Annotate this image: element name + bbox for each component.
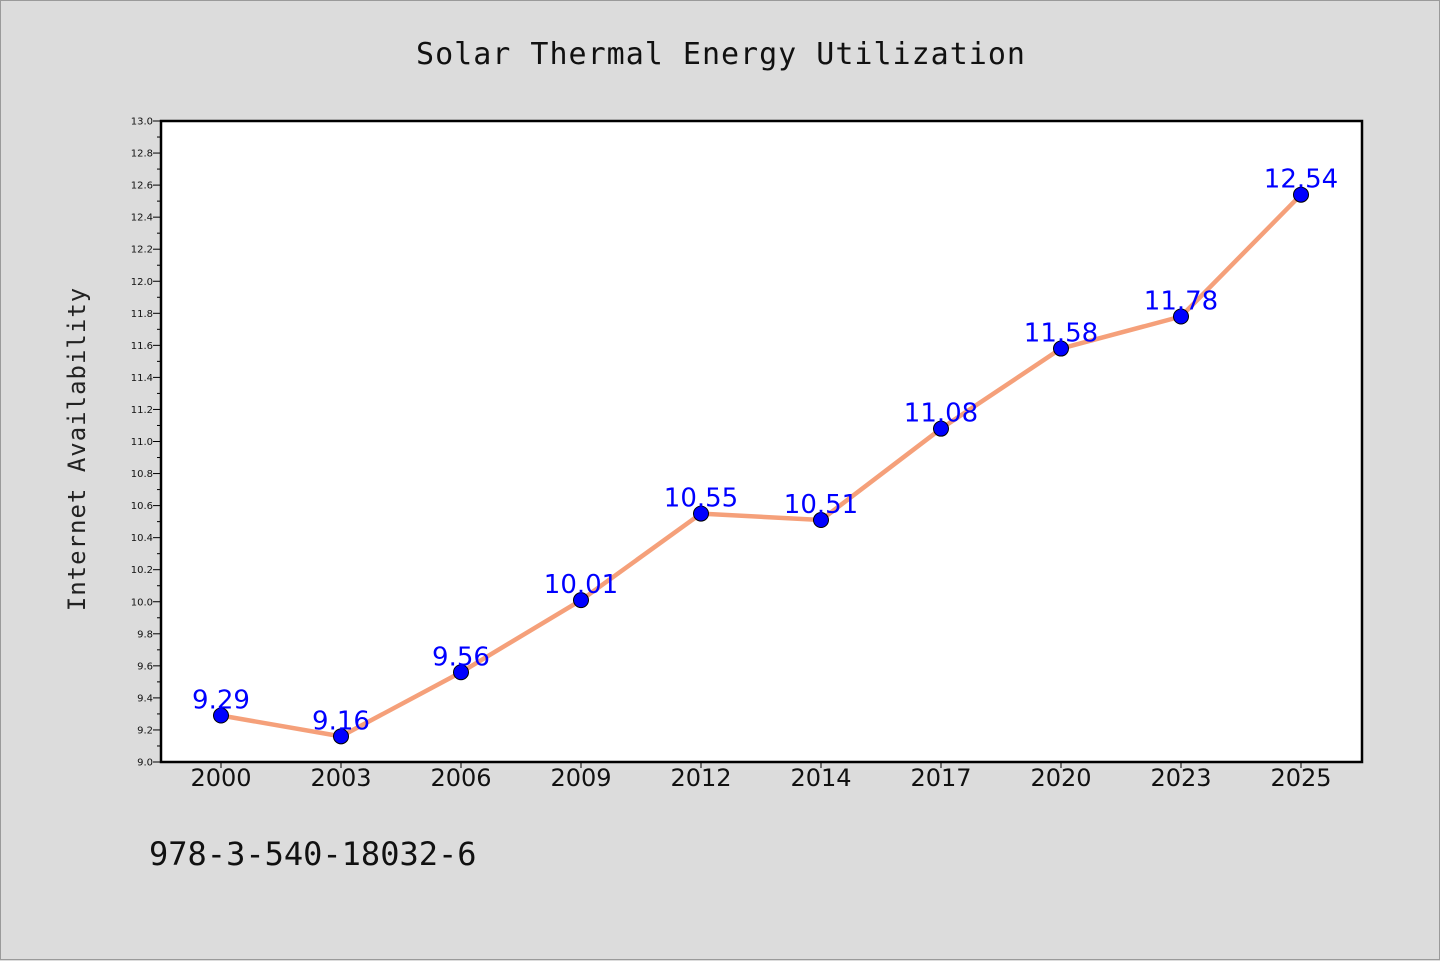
y-tick-label: 9.2 xyxy=(137,725,153,736)
y-tick-label: 10.4 xyxy=(131,533,153,544)
data-label: 10.01 xyxy=(544,570,618,600)
plot-area xyxy=(161,121,1362,762)
data-point xyxy=(693,505,709,522)
axis-ticks: 9.0 9.2 9.4 9.6 9.8 10.0 10.2 10.4 10.6 10.8 11.0 1… xyxy=(131,117,1332,793)
x-tick-label: 2023 xyxy=(1150,764,1211,792)
y-tick-label: 9.0 xyxy=(137,758,153,769)
y-tick-label: 10.2 xyxy=(131,565,153,576)
x-tick-label: 2000 xyxy=(190,764,251,792)
x-tick-label: 2025 xyxy=(1270,764,1331,792)
data-point xyxy=(1053,340,1069,357)
data-point xyxy=(573,592,589,609)
x-tick-label: 2006 xyxy=(430,764,491,792)
y-tick-label: 12.4 xyxy=(131,213,153,224)
data-label: 11.58 xyxy=(1024,319,1098,349)
y-tick-label: 12.0 xyxy=(131,277,153,288)
data-label: 11.78 xyxy=(1144,287,1218,317)
y-tick-label: 11.4 xyxy=(131,373,153,384)
data-point xyxy=(333,728,349,745)
data-point xyxy=(1293,186,1309,203)
y-tick-label: 12.8 xyxy=(131,149,153,160)
y-tick-label: 9.8 xyxy=(137,629,153,640)
y-tick-label: 10.6 xyxy=(131,501,153,512)
y-tick-label: 12.6 xyxy=(131,181,153,192)
y-tick-label: 11.8 xyxy=(131,309,153,320)
data-point xyxy=(213,707,229,724)
x-tick-label: 2020 xyxy=(1030,764,1091,792)
y-tick-label: 10.0 xyxy=(131,597,153,608)
footer-isbn: 978-3-540-18032-6 xyxy=(149,835,477,873)
x-tick-label: 2003 xyxy=(310,764,371,792)
data-label: 11.08 xyxy=(904,399,978,429)
y-axis-label: Internet Availability xyxy=(63,287,91,611)
y-tick-label: 11.6 xyxy=(131,341,153,352)
x-tick-label: 2012 xyxy=(670,764,731,792)
x-tick-label: 2009 xyxy=(550,764,611,792)
data-point xyxy=(453,664,469,681)
y-tick-label: 9.6 xyxy=(137,661,153,672)
y-tick-label: 11.2 xyxy=(131,405,153,416)
y-tick-label: 12.2 xyxy=(131,245,153,256)
data-point xyxy=(813,512,829,529)
y-tick-label: 10.8 xyxy=(131,469,153,480)
x-tick-label: 2017 xyxy=(910,764,971,792)
data-label: 10.51 xyxy=(784,490,858,520)
data-label: 9.56 xyxy=(432,642,490,672)
y-tick-label: 9.4 xyxy=(137,693,153,704)
data-label: 9.16 xyxy=(312,706,370,736)
data-label: 10.55 xyxy=(664,484,738,514)
series-layer: 9.29 9.16 9.56 10.01 10.55 10.51 11.08 11.58 11.… xyxy=(192,165,1338,745)
chart-title: Solar Thermal Energy Utilization xyxy=(416,37,1026,72)
data-point xyxy=(1173,308,1189,325)
data-label: 9.29 xyxy=(192,686,250,716)
y-tick-label: 11.0 xyxy=(131,437,153,448)
y-tick-label: 13.0 xyxy=(131,117,153,128)
data-label: 12.54 xyxy=(1264,165,1338,195)
x-tick-label: 2014 xyxy=(790,764,851,792)
plot-border xyxy=(159,119,1364,764)
data-point xyxy=(933,420,949,437)
series-line xyxy=(218,192,1304,739)
